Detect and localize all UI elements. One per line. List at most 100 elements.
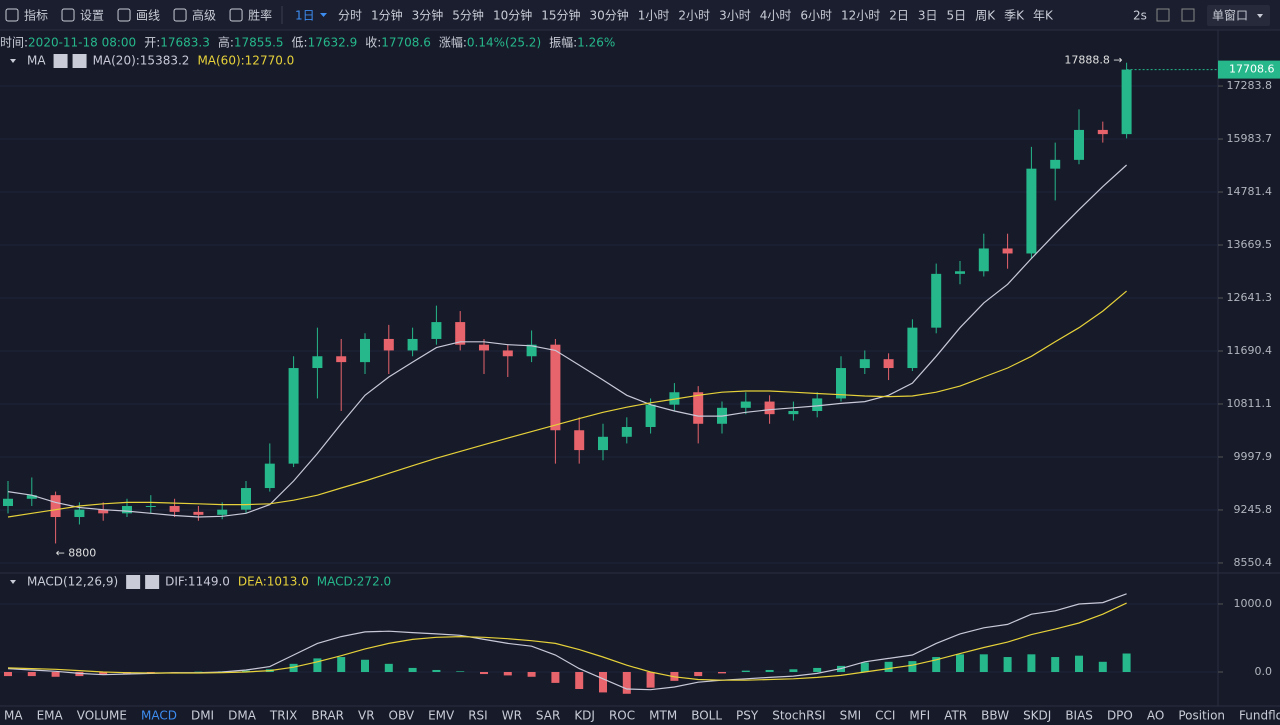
info-label: 收: [365,36,381,50]
collapse-icon [10,580,16,584]
indicator-tab[interactable]: VOLUME [77,709,127,723]
active-period[interactable]: 1日 [295,9,315,23]
candle-body [788,410,799,415]
fullscreen-icon[interactable] [1181,8,1195,22]
legend-entry: MA(20):15383.2 [93,54,190,68]
period-button[interactable]: 分时 [338,9,362,23]
period-button[interactable]: 5分钟 [452,8,484,23]
candle-body [1121,69,1132,135]
tool-button[interactable]: 画线 [136,9,160,23]
period-button[interactable]: 2小时 [678,9,710,23]
y-tick-label: 15983.7 [1227,132,1273,145]
y-tick-label: 9245.8 [1234,503,1273,516]
indicator-tab[interactable]: Position [1178,709,1225,723]
candle-body [98,509,109,514]
indicator-tab[interactable]: ROC [609,709,635,723]
macd-bar [75,672,84,677]
candle-body [217,509,228,515]
tool-icon [229,8,243,22]
candle-body [74,509,85,518]
indicator-tab[interactable]: VR [358,709,375,723]
candle-body [931,273,942,328]
indicator-tab[interactable]: EMV [428,709,455,723]
period-button[interactable]: 6小时 [800,9,832,23]
period-button[interactable]: 3分钟 [412,8,444,23]
indicator-tab[interactable]: StochRSI [772,709,825,723]
settings-icon[interactable] [126,575,141,589]
indicator-tab[interactable]: WR [502,709,522,723]
collapse-icon [10,59,16,63]
indicator-tab[interactable]: MA [4,709,23,723]
period-button[interactable]: 周K [975,9,996,23]
y-tick-label: 8550.4 [1234,556,1273,569]
indicator-tab[interactable]: PSY [736,709,759,723]
indicator-tab[interactable]: RSI [468,709,488,723]
macd-bar [27,672,36,677]
indicator-tab[interactable]: BRAR [311,709,344,723]
dropdown-icon [320,13,327,17]
indicator-tab[interactable]: DMA [228,709,257,723]
tool-button[interactable]: 设置 [80,9,104,23]
indicator-tab[interactable]: MACD [141,709,177,723]
candle-body [193,511,204,515]
macd-bar [4,672,12,677]
candle-body [1097,129,1108,135]
period-button[interactable]: 5日 [947,9,967,23]
tool-button[interactable]: 指标 [24,8,48,23]
period-button[interactable]: 2日 [889,9,909,23]
indicator-tab[interactable]: OBV [389,709,415,723]
period-button[interactable]: 15分钟 [541,8,580,23]
close-icon[interactable] [145,575,160,589]
indicator-tab[interactable]: DPO [1107,709,1133,723]
indicator-tab[interactable]: KDJ [574,709,595,723]
candle-body [360,338,370,363]
indicator-tab[interactable]: CCI [875,709,895,723]
macd-bar [1003,657,1012,673]
refresh-label[interactable]: 2s [1133,9,1147,23]
window-select[interactable] [1207,5,1270,26]
period-button[interactable]: 1分钟 [371,8,403,23]
indicator-tab[interactable]: AO [1147,709,1164,723]
tool-button[interactable]: 高级 [192,8,216,23]
indicator-tab[interactable]: BIAS [1065,709,1093,723]
macd-bar [242,670,250,673]
indicator-tab[interactable]: MTM [649,709,677,723]
y-tick-label: 12641.3 [1227,291,1273,304]
tool-button[interactable]: 胜率 [248,8,272,23]
indicator-tab[interactable]: SAR [536,709,560,723]
candle-body [50,495,61,518]
macd-bar [1051,657,1060,673]
period-button[interactable]: 12小时 [841,9,880,23]
period-button[interactable]: 1小时 [638,9,670,23]
macd-bar [979,654,988,673]
macd-bar [337,657,346,673]
period-button[interactable]: 3小时 [719,9,751,23]
indicator-tab[interactable]: MFI [909,709,930,723]
indicator-tab[interactable]: TRIX [269,709,297,723]
period-button[interactable]: 10分钟 [493,8,532,23]
period-button[interactable]: 30分钟 [590,8,629,23]
info-label: 振幅: [549,35,577,50]
indicator-tab[interactable]: Fundflow [1239,709,1280,723]
indicator-tab[interactable]: SKDJ [1023,709,1051,723]
expand-icon[interactable] [1156,8,1170,22]
candle-body [1002,248,1013,254]
macd-bar [1122,653,1131,673]
settings-icon[interactable] [53,54,68,68]
indicator-tab[interactable]: ATR [944,709,967,723]
indicator-tab[interactable]: EMA [37,709,64,723]
indicator-tab[interactable]: DMI [191,709,214,723]
indicator-tab[interactable]: SMI [840,709,862,723]
period-button[interactable]: 3日 [918,9,938,23]
window-select-label[interactable]: 单窗口 [1212,9,1248,23]
indicator-tab[interactable]: BBW [981,709,1009,723]
candle-body [978,248,989,272]
close-icon[interactable] [72,54,87,68]
macd-bar [789,669,798,673]
period-button[interactable]: 季K [1004,9,1025,23]
indicator-tab[interactable]: BOLL [691,709,722,723]
tool-icon [173,8,187,22]
period-button[interactable]: 年K [1033,9,1054,23]
period-button[interactable]: 4小时 [760,9,792,23]
info-value: 0.14%(25.2) [467,36,541,50]
